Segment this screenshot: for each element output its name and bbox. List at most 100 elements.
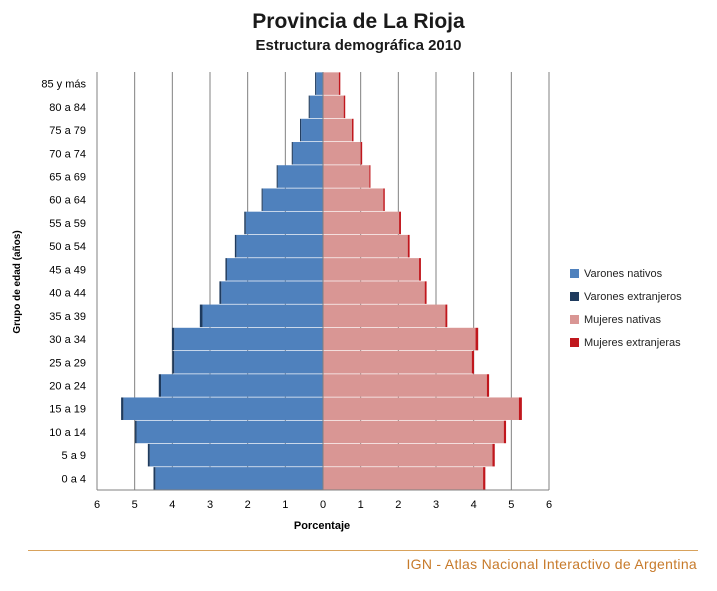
- bar-varones-nativos: [161, 374, 323, 397]
- legend-swatch-varones-extranjeros: [570, 292, 579, 301]
- bar-mujeres-extranjeras: [383, 188, 385, 211]
- bar-varones-nativos: [301, 118, 323, 142]
- category-label: 50 a 54: [49, 241, 86, 253]
- bar-mujeres-nativas: [323, 234, 408, 258]
- bar-varones-extranjeros: [261, 188, 263, 211]
- bar-varones-extranjeros: [153, 467, 156, 490]
- footer-credit: IGN - Atlas Nacional Interactivo de Arge…: [406, 556, 697, 572]
- footer-divider: [28, 550, 698, 551]
- bar-mujeres-nativas: [323, 467, 484, 490]
- x-tick-label: 2: [245, 499, 251, 511]
- category-label: 75 a 79: [49, 125, 86, 137]
- bar-varones-extranjeros: [315, 72, 317, 95]
- bar-mujeres-extranjeras: [492, 443, 495, 467]
- bar-mujeres-extranjeras: [503, 420, 507, 444]
- bar-mujeres-nativas: [323, 374, 487, 397]
- bar-mujeres-nativas: [323, 118, 353, 142]
- bar-mujeres-nativas: [323, 327, 476, 351]
- bar-mujeres-nativas: [323, 188, 384, 211]
- bar-varones-extranjeros: [121, 397, 124, 420]
- bar-mujeres-extranjeras: [471, 351, 475, 374]
- bar-varones-nativos: [174, 327, 323, 351]
- bar-mujeres-extranjeras: [445, 304, 448, 328]
- bar-mujeres-extranjeras: [518, 397, 522, 420]
- bar-varones-extranjeros: [147, 443, 150, 467]
- category-label: 10 a 14: [49, 427, 86, 439]
- bar-mujeres-nativas: [323, 420, 504, 444]
- bar-varones-extranjeros: [291, 142, 293, 165]
- bar-mujeres-nativas: [323, 281, 425, 304]
- bar-varones-nativos: [221, 281, 323, 304]
- category-label: 40 a 44: [49, 288, 86, 300]
- bar-mujeres-extranjeras: [338, 72, 341, 95]
- bar-mujeres-extranjeras: [424, 281, 427, 304]
- bar-varones-nativos: [149, 443, 323, 467]
- x-tick-label: 3: [207, 499, 213, 511]
- bar-mujeres-nativas: [323, 397, 519, 420]
- bar-mujeres-nativas: [323, 72, 339, 95]
- bar-mujeres-extranjeras: [486, 374, 490, 397]
- bar-varones-extranjeros: [234, 234, 237, 258]
- bars-layer: [121, 72, 522, 490]
- x-tick-label: 6: [94, 499, 100, 511]
- category-label: 55 a 59: [49, 218, 86, 230]
- bar-varones-nativos: [262, 188, 323, 211]
- category-label: 85 y más: [41, 79, 86, 91]
- bar-mujeres-nativas: [323, 258, 420, 281]
- bar-varones-nativos: [155, 467, 323, 490]
- category-label: 20 a 24: [49, 381, 86, 393]
- chart-title: Provincia de La Rioja: [252, 10, 465, 33]
- legend-item-varones-nativos: Varones nativos: [570, 262, 682, 285]
- category-label: 65 a 69: [49, 172, 86, 184]
- bar-mujeres-extranjeras: [399, 211, 401, 235]
- bar-mujeres-nativas: [323, 443, 493, 467]
- legend-item-varones-extranjeros: Varones extranjeros: [570, 285, 682, 308]
- bar-varones-nativos: [236, 234, 323, 258]
- legend-swatch-mujeres-extranjeras: [570, 338, 579, 347]
- bar-varones-nativos: [226, 258, 323, 281]
- bar-varones-nativos: [292, 142, 323, 165]
- category-label: 60 a 64: [49, 195, 86, 207]
- bar-varones-extranjeros: [276, 165, 278, 188]
- bar-varones-nativos: [316, 72, 323, 95]
- legend-label: Mujeres extranjeras: [584, 336, 681, 349]
- x-tick-label: 6: [546, 499, 552, 511]
- x-tick-label: 4: [471, 499, 477, 511]
- category-label: 25 a 29: [49, 357, 86, 369]
- bar-varones-nativos: [277, 165, 323, 188]
- bar-varones-extranjeros: [172, 351, 175, 374]
- bar-varones-extranjeros: [199, 304, 203, 328]
- legend: Varones nativos Varones extranjeros Muje…: [570, 262, 682, 354]
- category-label: 30 a 34: [49, 334, 86, 346]
- bar-varones-extranjeros: [135, 420, 137, 444]
- bar-varones-nativos: [202, 304, 323, 328]
- bar-varones-nativos: [245, 211, 323, 235]
- category-label: 80 a 84: [49, 102, 86, 114]
- bar-mujeres-extranjeras: [419, 258, 421, 281]
- legend-item-mujeres-extranjeras: Mujeres extranjeras: [570, 331, 682, 354]
- category-label: 35 a 39: [49, 311, 86, 323]
- x-tick-label: 5: [132, 499, 138, 511]
- x-tick-label: 3: [433, 499, 439, 511]
- bar-varones-extranjeros: [158, 374, 162, 397]
- bar-mujeres-nativas: [323, 142, 361, 165]
- bar-varones-extranjeros: [300, 118, 302, 142]
- bar-mujeres-nativas: [323, 95, 344, 119]
- bar-mujeres-extranjeras: [407, 234, 410, 258]
- x-tick-label: 4: [169, 499, 175, 511]
- x-tick-label: 1: [358, 499, 364, 511]
- bar-mujeres-nativas: [323, 304, 446, 328]
- bar-mujeres-extranjeras: [369, 165, 371, 188]
- bar-varones-extranjeros: [225, 258, 227, 281]
- x-axis-label: Porcentaje: [293, 520, 351, 532]
- legend-item-mujeres-nativas: Mujeres nativas: [570, 308, 682, 331]
- x-tick-label: 1: [282, 499, 288, 511]
- legend-label: Varones nativos: [584, 267, 663, 280]
- bar-varones-extranjeros: [219, 281, 222, 304]
- bar-varones-nativos: [136, 420, 323, 444]
- bar-mujeres-extranjeras: [483, 467, 486, 490]
- bar-varones-nativos: [309, 95, 323, 119]
- legend-swatch-mujeres-nativas: [570, 315, 579, 324]
- bar-mujeres-extranjeras: [475, 327, 479, 351]
